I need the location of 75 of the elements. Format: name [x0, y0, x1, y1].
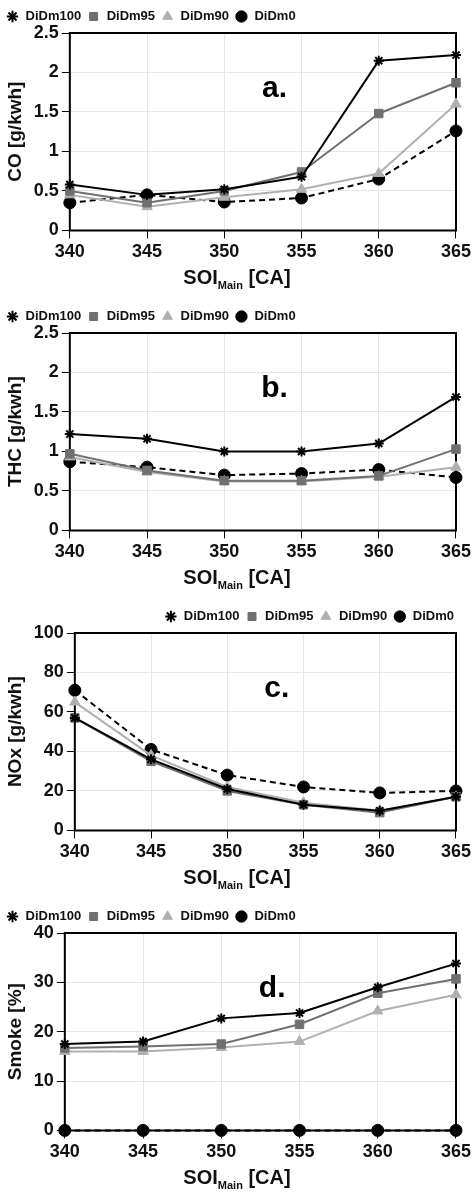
y-tick-label: 40	[33, 921, 54, 942]
legend-label: DiDm95	[106, 308, 156, 324]
x-tick-label: 360	[363, 541, 394, 562]
x-tick-label: 350	[212, 841, 243, 862]
x-tick-label: 350	[209, 241, 240, 262]
y-tick-label: 2	[48, 61, 59, 82]
y-tick-label: 60	[43, 700, 64, 721]
legend-label: DiDm0	[254, 908, 296, 924]
x-tick-label: 360	[364, 841, 395, 862]
legend-label: DiDm0	[412, 608, 455, 624]
annotation: b.	[261, 369, 288, 403]
y-tick-label: 0.5	[33, 479, 59, 500]
legend-label: DiDm90	[180, 8, 229, 24]
legend-label: DiDm100	[183, 608, 240, 624]
x-tick-label: 340	[49, 1141, 80, 1162]
x-tick-label: 340	[54, 541, 85, 562]
y-tick-label: 100	[33, 621, 64, 642]
x-tick-label: 360	[362, 1141, 393, 1162]
y-tick-label: 2.5	[33, 321, 59, 342]
x-tick-label: 340	[54, 241, 85, 262]
legend-label: DiDm95	[265, 608, 314, 624]
y-axis-title: NOx [g/kwh]	[3, 676, 25, 788]
x-tick-label: 350	[206, 1141, 237, 1162]
legend-label: DiDm0	[254, 8, 296, 24]
x-tick-label: 355	[288, 841, 319, 862]
legend-label: DiDm90	[180, 908, 229, 924]
x-tick-label: 345	[136, 841, 167, 862]
x-tick-label: 355	[286, 541, 317, 562]
x-tick-label: 365	[440, 241, 472, 262]
x-tick-label: 355	[284, 1141, 315, 1162]
legend-label: DiDm90	[338, 608, 388, 624]
x-tick-label: 340	[59, 841, 90, 862]
x-tick-label: 360	[363, 241, 394, 262]
y-tick-label: 0	[48, 219, 59, 240]
y-tick-label: 1.5	[33, 400, 59, 421]
x-axis-title: SOI$_{Main}$ [CA]	[182, 266, 292, 291]
y-tick-label: 1	[48, 140, 59, 161]
y-tick-label: 0.5	[33, 179, 59, 200]
legend-label: DiDm95	[106, 908, 156, 924]
x-tick-label: 365	[440, 841, 472, 862]
x-tick-label: 345	[132, 541, 163, 562]
y-axis-title: CO [g/kwh]	[3, 81, 25, 182]
x-axis-title: SOI$_{Main}$ [CA]	[182, 566, 292, 591]
x-tick-label: 355	[286, 241, 317, 262]
legend-label: DiDm95	[106, 8, 156, 24]
x-tick-label: 345	[128, 1141, 159, 1162]
y-tick-label: 0	[43, 1119, 54, 1140]
annotation: d.	[258, 969, 286, 1003]
y-tick-label: 2.5	[33, 21, 59, 42]
annotation: a.	[261, 69, 287, 103]
x-axis-title: SOI$_{Main}$ [CA]	[182, 866, 292, 891]
y-tick-label: 40	[43, 740, 64, 761]
x-tick-label: 350	[209, 541, 240, 562]
y-tick-label: 30	[33, 971, 54, 992]
y-tick-label: 1.5	[33, 100, 59, 121]
x-tick-label: 365	[440, 541, 472, 562]
y-axis-title: THC [g/kwh]	[3, 376, 25, 488]
legend-label: DiDm100	[25, 908, 82, 924]
legend-label: DiDm100	[25, 8, 82, 24]
y-axis-title: Smoke [%]	[3, 983, 25, 1081]
y-tick-label: 0	[48, 519, 59, 540]
y-tick-label: 20	[33, 1020, 54, 1041]
x-axis-title: SOI$_{Main}$ [CA]	[182, 1166, 292, 1191]
legend-label: DiDm100	[25, 308, 82, 324]
x-tick-label: 365	[440, 1141, 472, 1162]
y-tick-label: 1	[48, 440, 59, 461]
y-tick-label: 20	[43, 779, 64, 800]
y-tick-label: 80	[43, 661, 64, 682]
x-tick-label: 345	[132, 241, 163, 262]
legend-label: DiDm0	[254, 308, 296, 324]
y-tick-label: 10	[33, 1070, 54, 1091]
annotation: c.	[264, 669, 290, 703]
y-tick-label: 2	[48, 361, 59, 382]
y-tick-label: 0	[53, 819, 64, 840]
legend-label: DiDm90	[180, 308, 229, 324]
